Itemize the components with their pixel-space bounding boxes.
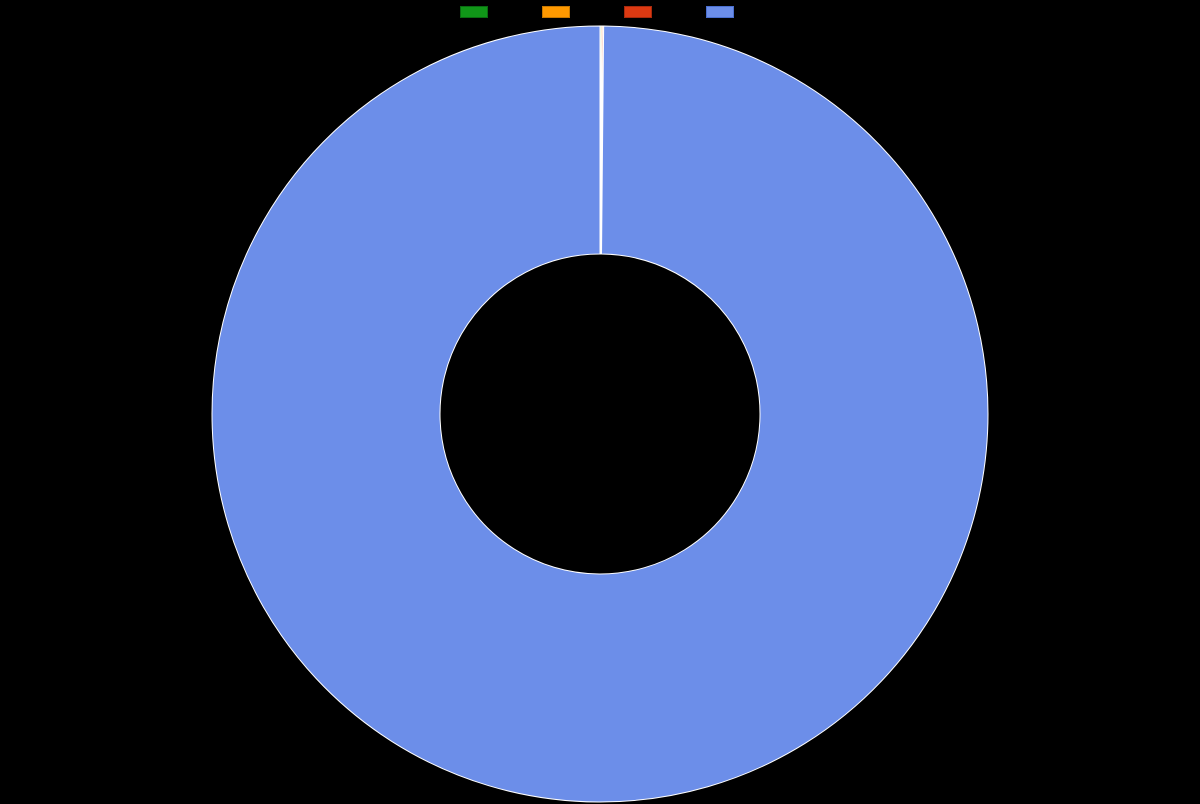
legend-swatch-0 [460, 6, 488, 18]
legend-item-0 [460, 6, 494, 18]
legend-swatch-1 [542, 6, 570, 18]
legend-item-1 [542, 6, 576, 18]
donut-chart-svg [210, 24, 990, 804]
legend-item-3 [706, 6, 740, 18]
legend-swatch-3 [706, 6, 734, 18]
legend-swatch-2 [624, 6, 652, 18]
donut-slice-3 [212, 26, 988, 802]
chart-legend [0, 6, 1200, 18]
legend-item-2 [624, 6, 658, 18]
donut-chart-container [0, 0, 1200, 800]
